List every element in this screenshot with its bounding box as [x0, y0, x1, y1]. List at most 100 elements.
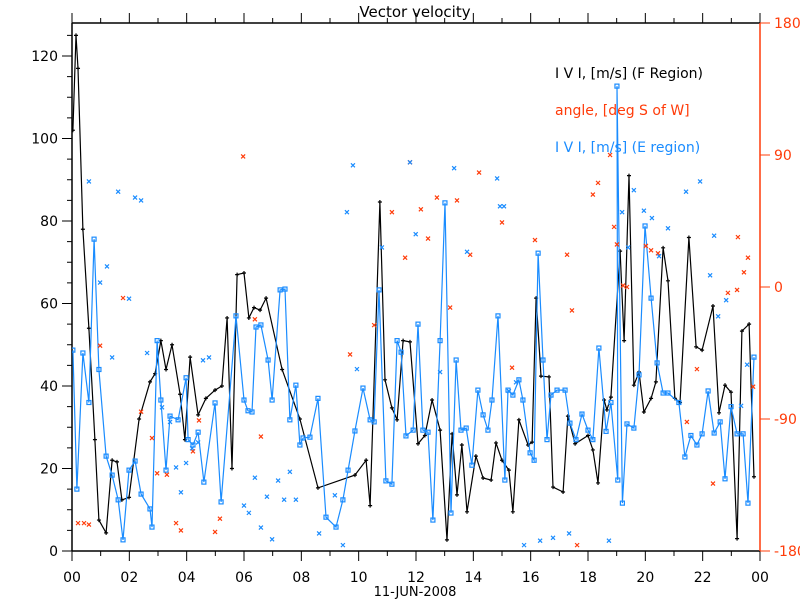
data-point-square — [126, 467, 132, 473]
data-point-cross — [707, 272, 713, 278]
y-left-tick-label: 60 — [40, 297, 58, 313]
data-point-cross — [138, 198, 144, 203]
data-point-plus — [739, 329, 744, 334]
data-point-cross — [447, 305, 453, 310]
data-point-square — [636, 372, 642, 378]
data-point-square — [619, 500, 626, 506]
data-point-square — [120, 537, 126, 543]
data-point-square — [458, 427, 464, 433]
data-point-square — [218, 499, 224, 505]
data-point-plus — [401, 338, 406, 343]
data-point-plus — [368, 503, 373, 508]
data-point-cross — [464, 249, 470, 255]
data-point-plus — [735, 536, 740, 541]
data-point-square — [360, 385, 366, 391]
data-point-cross — [614, 242, 620, 247]
data-point-square — [665, 390, 671, 396]
y-left-tick-label: 80 — [40, 214, 58, 230]
data-point-plus — [188, 355, 193, 360]
data-point-square — [352, 428, 358, 434]
data-point-square — [453, 357, 459, 363]
data-point-cross — [86, 522, 92, 528]
data-point-plus — [700, 348, 705, 353]
x-tick-label: 14 — [464, 570, 482, 586]
data-point-cross — [744, 362, 750, 368]
data-point-cross — [745, 255, 751, 261]
data-point-cross — [434, 195, 440, 200]
data-point-cross — [115, 189, 121, 195]
data-point-square — [389, 481, 395, 487]
data-point-square — [642, 223, 648, 229]
data-point-cross — [655, 250, 661, 256]
data-point-plus — [561, 490, 566, 495]
data-point-square — [86, 399, 92, 406]
data-point-square — [688, 432, 694, 439]
data-point-cross — [741, 269, 747, 275]
data-point-cross — [138, 409, 144, 415]
data-point-cross — [316, 530, 322, 536]
data-point-square — [489, 397, 495, 403]
plot-area — [72, 33, 757, 548]
data-point-square — [437, 338, 443, 344]
data-point-square — [544, 437, 550, 443]
legend-f-region: I V I, [m/s] (F Region) — [555, 66, 703, 82]
data-point-square — [624, 421, 630, 427]
data-point-plus — [631, 383, 636, 388]
data-point-plus — [729, 390, 734, 395]
data-point-plus — [686, 235, 691, 240]
data-point-plus — [264, 296, 269, 301]
data-point-cross — [694, 366, 700, 372]
data-point-square — [682, 454, 688, 460]
data-point-cross — [189, 445, 195, 451]
x-tick-label: 10 — [350, 570, 368, 586]
data-point-square — [376, 287, 382, 293]
data-point-cross — [241, 503, 247, 508]
data-point-cross — [425, 236, 431, 242]
data-point-square — [520, 397, 526, 403]
data-point-plus — [252, 305, 257, 310]
data-point-cross — [564, 252, 570, 258]
data-point-cross — [287, 469, 293, 475]
data-point-square — [631, 425, 637, 431]
data-point-cross — [624, 284, 630, 290]
data-point-square — [253, 324, 259, 330]
data-point-plus — [710, 303, 715, 308]
data-point-plus — [110, 458, 115, 463]
data-point-plus — [246, 315, 251, 320]
data-point-square — [185, 437, 191, 443]
data-point-square — [608, 399, 614, 406]
data-point-plus — [219, 384, 224, 388]
x-tick-label: 16 — [522, 570, 540, 586]
data-point-square — [398, 349, 404, 355]
data-point-cross — [252, 316, 258, 322]
y-right-tick-label: 90 — [774, 148, 792, 164]
data-point-square — [711, 430, 717, 436]
data-point-plus — [170, 342, 175, 347]
x-tick-label: 04 — [178, 570, 196, 586]
legend-angle: angle, [deg S of W] — [555, 103, 690, 119]
data-point-cross — [149, 435, 155, 441]
data-point-cross — [606, 538, 612, 544]
data-point-cross — [649, 215, 655, 221]
data-point-plus — [213, 388, 218, 393]
series-f_region-line — [72, 33, 756, 542]
data-point-cross — [532, 237, 538, 243]
data-point-plus — [641, 409, 646, 414]
data-point-square — [751, 354, 757, 360]
data-point-cross — [86, 178, 92, 184]
data-point-cross — [738, 403, 744, 409]
data-point-square — [410, 427, 416, 433]
data-point-square — [91, 236, 97, 242]
data-point-cross — [154, 470, 160, 476]
data-point-square — [585, 427, 591, 433]
data-point-plus — [665, 278, 670, 283]
data-point-plus — [203, 396, 208, 401]
data-point-square — [109, 472, 115, 478]
data-point-square — [425, 429, 431, 435]
data-point-square — [614, 83, 620, 89]
data-point-cross — [665, 225, 671, 231]
data-point-square — [485, 427, 491, 433]
data-point-plus — [649, 396, 654, 401]
data-point-cross — [656, 253, 662, 259]
